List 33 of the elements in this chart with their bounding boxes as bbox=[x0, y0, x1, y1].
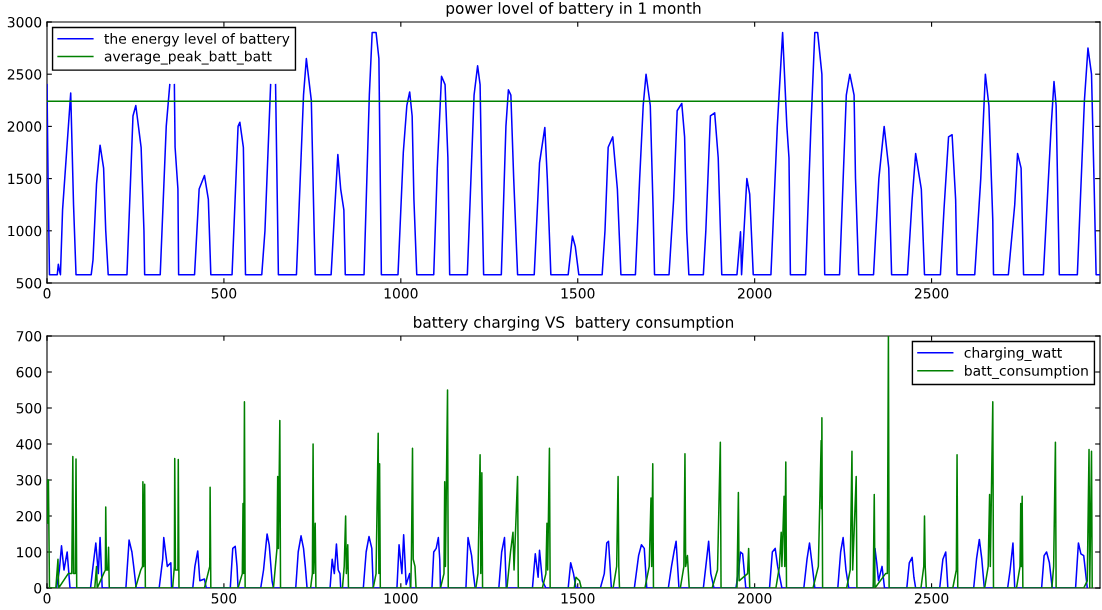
chart-title: power lovel of battery in 1 month bbox=[446, 2, 701, 17]
legend-label: charging_watt bbox=[964, 347, 1062, 361]
y-tick-label: 500 bbox=[16, 277, 42, 289]
x-tick-label: 2000 bbox=[738, 288, 772, 299]
x-tick-label: 2500 bbox=[914, 593, 949, 604]
x-tick-label: 500 bbox=[211, 288, 237, 299]
x-tick-label: 2000 bbox=[738, 593, 772, 604]
y-tick-label: 2500 bbox=[7, 69, 42, 80]
y-tick-label: 200 bbox=[16, 510, 42, 522]
legend-label: average_peak_batt_batt bbox=[104, 50, 272, 65]
chart-title: battery charging VS battery consumption bbox=[414, 316, 734, 331]
y-tick-label: 500 bbox=[16, 402, 42, 414]
x-tick-label: 2500 bbox=[914, 288, 949, 299]
line-series bbox=[47, 336, 1093, 588]
y-tick-label: 0 bbox=[34, 582, 42, 594]
x-tick-label: 1000 bbox=[384, 593, 418, 604]
y-tick-label: 400 bbox=[16, 438, 42, 450]
y-tick-label: 1000 bbox=[8, 225, 42, 237]
x-tick-label: 1500 bbox=[561, 288, 595, 299]
y-tick-label: 3000 bbox=[7, 16, 42, 28]
legend-label: batt_consumption bbox=[965, 365, 1088, 379]
y-tick-label: 100 bbox=[17, 546, 42, 558]
y-tick-label: 2000 bbox=[7, 121, 42, 132]
y-tick-label: 300 bbox=[16, 474, 42, 486]
y-tick-label: 1500 bbox=[8, 173, 42, 185]
x-tick-label: 1000 bbox=[384, 288, 418, 299]
y-tick-label: 700 bbox=[16, 330, 42, 342]
x-tick-label: 0 bbox=[43, 288, 51, 299]
x-tick-label: 1500 bbox=[561, 593, 595, 604]
x-tick-label: 0 bbox=[43, 593, 51, 604]
legend-label: the energy level of battery bbox=[104, 33, 290, 47]
y-tick-label: 600 bbox=[16, 366, 42, 378]
x-tick-label: 500 bbox=[211, 593, 237, 604]
